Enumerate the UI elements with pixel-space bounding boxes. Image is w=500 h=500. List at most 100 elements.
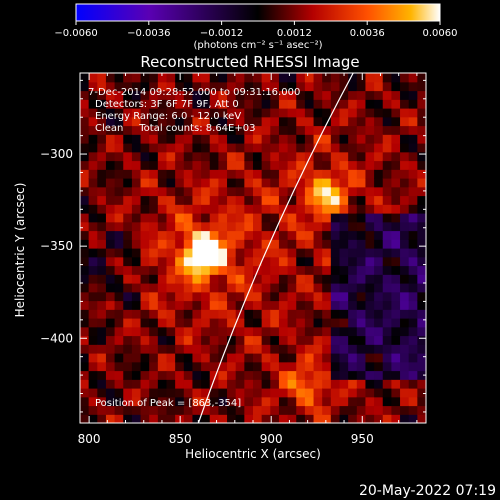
heatmap-cell [157, 370, 168, 380]
heatmap-cell [183, 318, 194, 328]
heatmap-cell [330, 230, 341, 240]
heatmap-cell [192, 116, 202, 127]
heatmap-cell [97, 125, 107, 135]
heatmap-cell [356, 291, 367, 302]
heatmap-cell [235, 414, 245, 423]
heatmap-cell [201, 204, 211, 214]
heatmap-cell [322, 256, 332, 267]
heatmap-cell [105, 90, 116, 100]
heatmap-cell [270, 195, 280, 205]
heatmap-cell [183, 370, 194, 380]
heatmap-cell [201, 344, 211, 354]
heatmap-cell [88, 195, 98, 205]
heatmap-cell [287, 318, 297, 328]
heatmap-cell [339, 256, 349, 267]
heatmap-cell [348, 213, 358, 223]
heatmap-cell [304, 195, 315, 205]
heatmap-cell [296, 73, 306, 83]
heatmap-cell [97, 108, 107, 118]
heatmap-cell [166, 204, 176, 214]
heatmap-cell [391, 116, 401, 127]
heatmap-cell [149, 221, 159, 232]
heatmap-cell [330, 291, 341, 302]
colorbar: −0.0060 −0.0036 −0.0012 0.0012 0.0036 0.0060 … [54, 3, 458, 51]
heatmap-cell [408, 73, 418, 83]
heatmap-cell [80, 169, 90, 179]
heatmap-cell [227, 143, 237, 153]
heatmap-cell [201, 125, 211, 135]
heatmap-cell [330, 326, 341, 337]
heatmap-cell [382, 99, 392, 109]
heatmap-cell [261, 221, 271, 232]
heatmap-cell [175, 90, 185, 100]
heatmap-cell [330, 361, 341, 372]
heatmap-cell [391, 99, 401, 109]
heatmap-cell [131, 73, 142, 83]
heatmap-cell [227, 169, 237, 179]
heatmap-cell [313, 274, 323, 284]
heatmap-cell [374, 335, 384, 345]
heatmap-cell [417, 125, 426, 135]
heatmap-cell [339, 230, 349, 240]
heatmap-cell [175, 81, 185, 92]
heatmap-cell [166, 108, 176, 118]
heatmap-cell [365, 388, 375, 398]
heatmap-cell [201, 309, 211, 319]
heatmap-cell [417, 265, 426, 275]
heatmap-cell [192, 318, 202, 328]
y-tick-label: −350 [40, 239, 73, 253]
heatmap-cell [304, 353, 315, 363]
heatmap-cell [278, 379, 289, 389]
heatmap-cell [201, 134, 211, 144]
heatmap-cell [365, 116, 375, 127]
heatmap-cell [114, 318, 124, 328]
heatmap-cell [365, 335, 375, 345]
heatmap-cell [157, 151, 168, 162]
heatmap-cell [313, 125, 323, 135]
colorbar-tick-label: −0.0012 [200, 28, 243, 39]
heatmap-cell [253, 221, 263, 232]
heatmap-cell [114, 99, 124, 109]
heatmap-cell [131, 81, 142, 92]
heatmap-cell [149, 265, 159, 275]
heatmap-cell [201, 405, 211, 415]
heatmap-cell [270, 160, 280, 170]
heatmap-cell [166, 221, 176, 232]
heatmap-cell [322, 405, 332, 415]
chart-title: Reconstructed RHESSI Image [140, 53, 359, 71]
heatmap-cell [244, 318, 254, 328]
heatmap-cell [80, 256, 90, 267]
heatmap-cell [278, 116, 289, 127]
heatmap-cell [356, 178, 367, 188]
heatmap-cell [227, 99, 237, 109]
heatmap-cell [356, 326, 367, 337]
heatmap-cell [287, 291, 297, 302]
heatmap-cell [270, 274, 280, 284]
heatmap-cell [192, 239, 202, 249]
heatmap-cell [166, 283, 176, 293]
heatmap-cell [330, 143, 341, 153]
heatmap-cell [296, 353, 306, 363]
heatmap-cell [417, 134, 426, 144]
heatmap-cell [80, 221, 90, 232]
heatmap-cell [296, 99, 306, 109]
heatmap-cell [192, 195, 202, 205]
heatmap-cell [209, 291, 219, 302]
heatmap-cell [131, 204, 142, 214]
heatmap-cell [339, 300, 349, 310]
heatmap-cell [296, 361, 306, 372]
heatmap-cell [227, 326, 237, 337]
heatmap-cell [235, 99, 245, 109]
heatmap-cell [261, 344, 271, 354]
heatmap-cell [166, 370, 176, 380]
heatmap-cell [157, 396, 168, 407]
heatmap-cell [88, 274, 98, 284]
heatmap-cell [365, 318, 375, 328]
heatmap-cell [149, 204, 159, 214]
heatmap-cell [270, 318, 280, 328]
heatmap-cell [80, 353, 90, 363]
heatmap-cell [339, 116, 349, 127]
heatmap-cell [157, 248, 168, 258]
heatmap-cell [391, 326, 401, 337]
heatmap-cell [157, 361, 168, 372]
